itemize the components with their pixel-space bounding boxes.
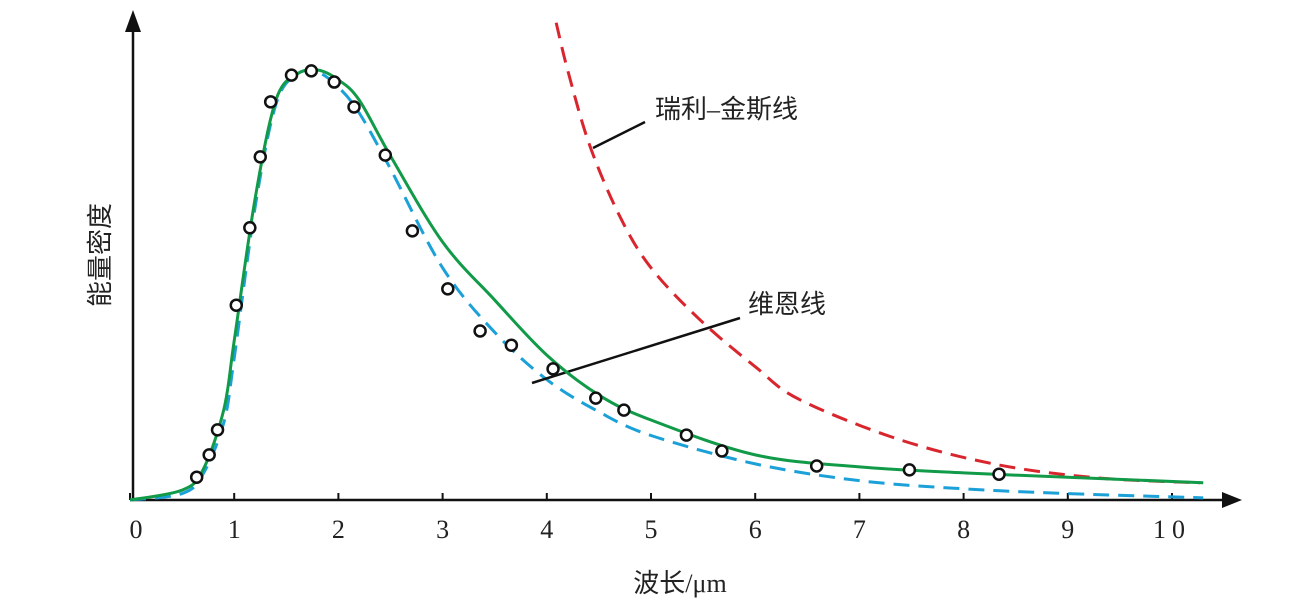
data-point [243,221,257,235]
data-point [378,148,393,162]
data-point [189,470,204,484]
data-point [304,64,319,78]
data-point [253,150,267,164]
x-tick-label: 6 [749,515,762,544]
curve [554,22,1201,485]
x-tick-label: 5 [645,515,658,544]
y-axis-label: 能量密度 [86,203,115,307]
x-tick-label: 8 [957,515,970,544]
x-tick-label: 7 [853,515,866,544]
x-axis-arrow [1222,492,1242,508]
y-axis-arrow [125,10,141,32]
data-point [546,362,560,376]
data-point [504,338,519,352]
curve [129,68,1204,502]
data-point [902,463,917,477]
x-tick-label: 10 [1153,515,1191,544]
data-point [715,444,729,458]
x-axis-label: 波长/μm [633,569,726,598]
x-tick-label: 1 [228,515,241,544]
data-point [679,428,694,442]
data-point [327,75,341,89]
data-point [284,68,299,82]
data-point [202,448,216,462]
data-point [589,391,603,405]
data-point [263,95,278,109]
data-point [809,459,824,473]
x-tick-label: 0 [130,515,143,544]
data-point [617,403,631,417]
x-tick-label: 3 [436,515,449,544]
data-point [229,298,244,312]
data-point [473,324,487,338]
x-tick-label: 2 [332,515,345,544]
data-point [992,467,1006,481]
x-tick-label: 4 [540,515,553,544]
data-point [441,282,455,296]
annotation-leader [531,316,741,385]
data-point [347,100,361,114]
data-point [405,224,420,238]
series-label: 瑞利–金斯线 [655,95,798,124]
annotation-leader [592,120,646,150]
data-point [210,423,225,437]
curve [129,68,1204,502]
series-label: 维恩线 [748,290,826,319]
x-tick-label: 9 [1061,515,1074,544]
